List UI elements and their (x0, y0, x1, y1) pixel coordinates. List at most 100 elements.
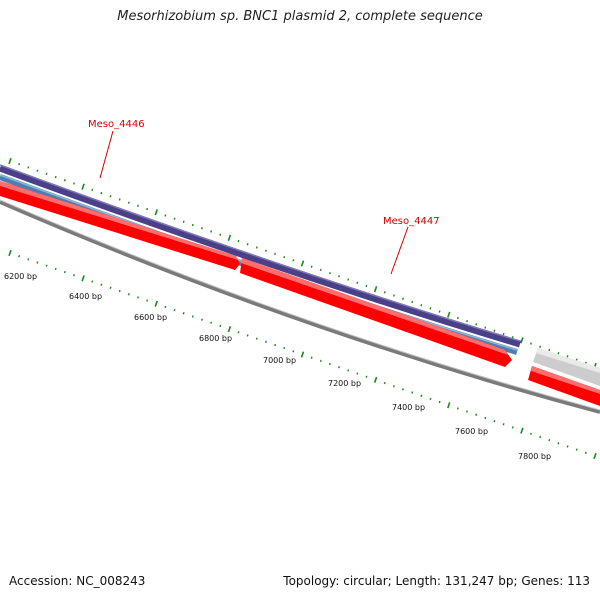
minor-tick (264, 249, 267, 252)
gene-arrow-meso-4447[interactable] (240, 258, 512, 367)
minor-tick (530, 342, 532, 345)
minor-tick (466, 319, 469, 323)
cds-track-purple-highlight (0, 164, 521, 342)
bp-label: 6800 bp (199, 334, 232, 343)
minor-tick (109, 286, 112, 290)
major-tick (81, 275, 85, 282)
bp-label: 7600 bp (455, 427, 488, 436)
major-tick (593, 452, 597, 460)
major-tick (81, 183, 85, 190)
minor-tick (246, 243, 249, 246)
minor-tick (475, 323, 478, 326)
minor-tick (530, 432, 532, 435)
minor-tick (118, 198, 121, 201)
minor-tick (27, 166, 30, 169)
gene-label-meso-4446[interactable]: Meso_4446 (88, 119, 145, 130)
minor-tick (338, 365, 341, 369)
minor-tick (438, 310, 441, 313)
minor-tick (557, 351, 560, 355)
minor-tick (429, 307, 432, 310)
minor-tick (127, 293, 130, 296)
minor-tick (255, 337, 258, 340)
bp-label: 6400 bp (69, 292, 102, 301)
outer-tick-track (8, 157, 597, 370)
cds-track-purple (0, 164, 522, 348)
minor-tick (146, 207, 149, 211)
minor-tick (136, 296, 139, 299)
minor-tick (575, 358, 578, 361)
sequence-backbone-highlight (0, 199, 600, 411)
accession-number: NC_008243 (76, 574, 146, 588)
major-tick (520, 337, 524, 344)
minor-tick (438, 400, 441, 404)
major-tick (8, 157, 12, 165)
gene-label-meso-4447[interactable]: Meso_4447 (383, 216, 440, 227)
minor-tick (420, 394, 423, 397)
minor-tick (264, 340, 267, 344)
minor-tick (539, 345, 542, 348)
minor-tick (200, 318, 203, 321)
minor-tick (237, 239, 240, 243)
minor-tick (475, 413, 478, 416)
minor-tick (200, 227, 203, 230)
bp-label: 7800 bp (518, 452, 551, 461)
minor-tick (210, 230, 213, 233)
minor-tick (73, 274, 75, 277)
minor-tick (429, 397, 432, 401)
accession-info: Accession: NC_008243 (9, 574, 145, 588)
minor-tick (557, 442, 560, 445)
minor-tick (511, 426, 514, 429)
minor-tick (493, 329, 496, 332)
minor-tick (173, 308, 176, 312)
minor-tick (91, 188, 94, 192)
gene-label-leader-meso-4447 (390, 226, 409, 275)
minor-tick (274, 343, 277, 347)
gene-arrow-neighbor-red[interactable] (528, 366, 600, 406)
minor-tick (328, 271, 331, 275)
bp-label: 6200 bp (4, 272, 37, 281)
major-tick (8, 249, 12, 257)
accession-label: Accession: (9, 574, 73, 588)
minor-tick (45, 264, 48, 267)
minor-tick (36, 169, 39, 172)
minor-tick (411, 300, 414, 304)
major-tick (447, 311, 451, 318)
minor-tick (18, 254, 21, 258)
gene-arrow-neighbor-gray[interactable] (533, 348, 600, 386)
gene-label-leader-meso-4446 (99, 130, 114, 179)
sequence-backbone (0, 200, 600, 414)
minor-tick (191, 315, 194, 318)
minor-tick (136, 204, 139, 208)
minor-tick (54, 267, 57, 271)
gene-arrow-meso-4446[interactable] (0, 181, 240, 270)
minor-tick (210, 321, 213, 324)
minor-tick (283, 255, 286, 259)
minor-tick (246, 334, 249, 337)
bp-label: 7400 bp (392, 403, 425, 412)
minor-tick (36, 261, 39, 264)
minor-tick (539, 435, 542, 439)
minor-tick (219, 233, 222, 236)
minor-tick (392, 294, 395, 297)
minor-tick (566, 445, 569, 448)
minor-tick (292, 259, 295, 262)
minor-tick (484, 326, 487, 329)
map-title: Mesorhizobium sp. BNC1 plasmid 2, comple… (117, 9, 483, 24)
inner-tick-track (8, 249, 597, 460)
minor-tick (219, 324, 222, 328)
minor-tick (502, 423, 505, 426)
minor-tick (310, 356, 313, 359)
bp-label: 7200 bp (328, 379, 361, 388)
bp-label: 7000 bp (263, 356, 296, 365)
minor-tick (484, 416, 487, 420)
minor-tick (127, 201, 130, 204)
minor-tick (356, 372, 359, 375)
minor-tick (63, 270, 66, 274)
minor-tick (584, 451, 587, 455)
major-tick (154, 209, 158, 216)
minor-tick (182, 312, 185, 315)
minor-tick (456, 407, 459, 410)
major-tick (373, 286, 378, 293)
minor-tick (493, 419, 496, 423)
